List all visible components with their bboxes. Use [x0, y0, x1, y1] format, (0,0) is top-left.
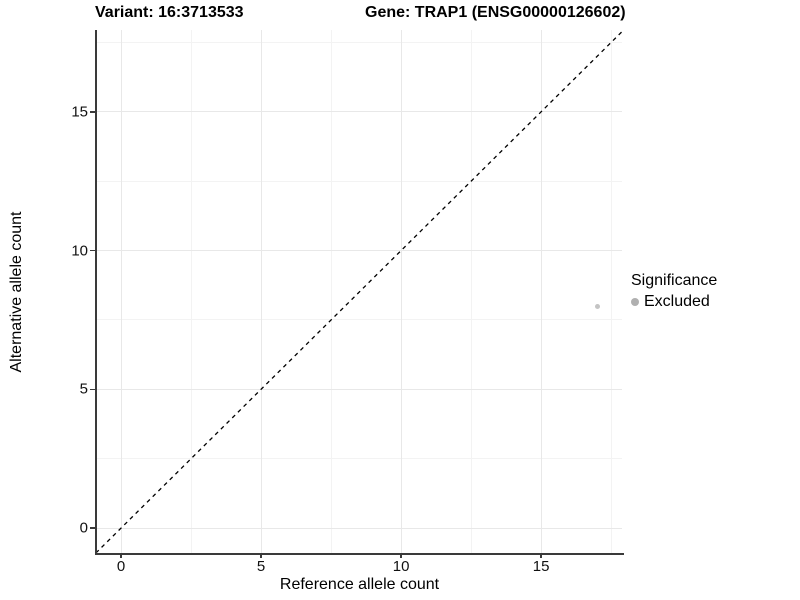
- variant-title: Variant: 16:3713533: [95, 4, 244, 21]
- gridline-x-major: [120, 30, 122, 553]
- gridline-x-minor: [330, 30, 332, 553]
- gridline-y-major: [97, 388, 622, 390]
- x-tick-label: 0: [116, 558, 126, 575]
- legend-entry-label: Excluded: [644, 293, 710, 310]
- x-axis-title: Reference allele count: [279, 576, 440, 593]
- gridline-x-minor: [470, 30, 472, 553]
- y-tick-label: 10: [71, 242, 88, 260]
- gridline-x-major: [540, 30, 542, 553]
- y-tick-label: 0: [79, 519, 88, 537]
- gridline-y-minor: [97, 319, 622, 321]
- y-tick-mark: [90, 249, 95, 252]
- gridline-y-minor: [97, 41, 622, 43]
- y-tick-mark: [90, 111, 95, 113]
- plot-panel: [97, 30, 622, 553]
- legend-point-icon: [631, 298, 639, 306]
- x-axis-line: [95, 553, 624, 555]
- identity-dashed-line: [97, 30, 622, 553]
- legend-entry-excluded: Excluded: [631, 293, 717, 311]
- y-tick-mark: [90, 388, 95, 391]
- x-tick-label: 15: [532, 558, 550, 575]
- gridline-y-major: [97, 527, 622, 529]
- y-tick-label: 5: [79, 380, 88, 398]
- gridline-y-minor: [97, 458, 622, 460]
- y-tick-mark: [90, 527, 95, 529]
- legend-title: Significance: [631, 272, 718, 289]
- gridline-y-major: [97, 250, 622, 252]
- y-axis-title: Alternative allele count: [8, 211, 25, 373]
- gridline-y-major: [97, 111, 622, 113]
- gridline-x-minor: [190, 30, 192, 553]
- x-tick-label: 10: [392, 558, 410, 575]
- y-tick-label: 15: [71, 103, 88, 121]
- x-tick-label: 5: [256, 558, 266, 575]
- y-axis-line: [95, 30, 97, 555]
- data-point: [594, 303, 600, 309]
- gridline-x-major: [260, 30, 262, 553]
- gridline-x-minor: [610, 30, 612, 553]
- legend: Significance Excluded: [631, 272, 717, 311]
- x-tick-mark: [120, 553, 122, 558]
- x-tick-mark: [540, 553, 542, 558]
- x-tick-mark: [400, 553, 402, 558]
- x-tick-mark: [260, 553, 262, 558]
- gridline-x-major: [400, 30, 402, 553]
- gridline-y-minor: [97, 180, 622, 182]
- gene-title: Gene: TRAP1 (ENSG00000126602): [365, 4, 626, 21]
